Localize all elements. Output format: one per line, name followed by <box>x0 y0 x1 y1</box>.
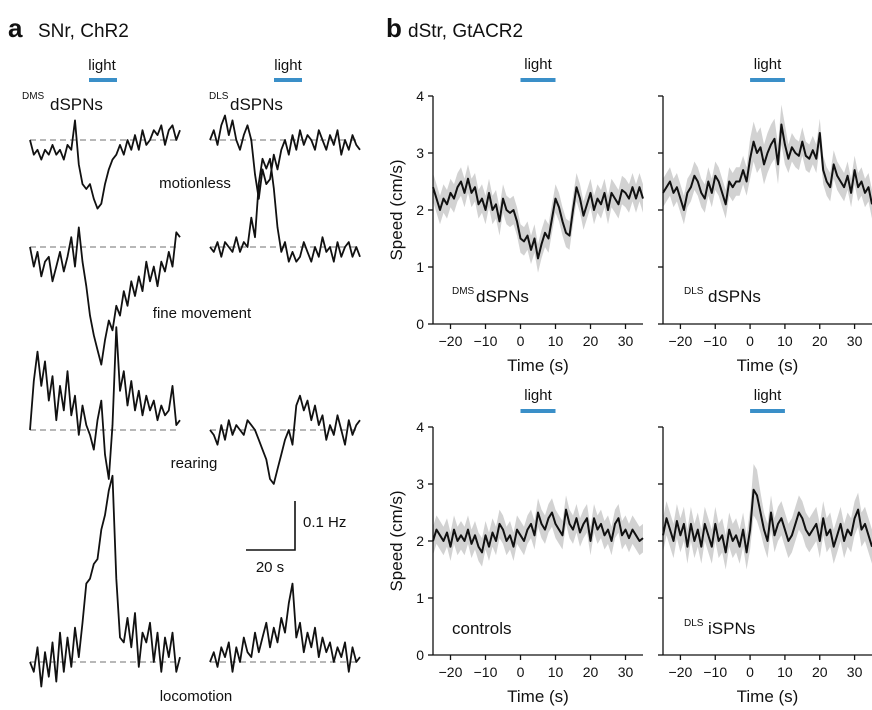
trace-fine-movement-dms-dspns <box>29 226 181 366</box>
sem-band <box>433 164 643 273</box>
panel-a-letter: a <box>8 13 23 43</box>
trace-locomotion-dls-dspns <box>209 582 361 673</box>
y-tick-label: 3 <box>416 145 424 161</box>
x-tick-label: 20 <box>812 333 828 349</box>
x-tick-label: 0 <box>746 664 754 680</box>
trace-rearing-dls-dspns <box>209 394 361 485</box>
panel-b-title: dStr, GtACR2 <box>408 21 523 42</box>
x-tick-label: −10 <box>703 664 727 680</box>
mean-speed-line <box>432 177 644 260</box>
y-tick-label: 1 <box>416 590 424 606</box>
light-label: light <box>524 387 552 404</box>
y-axis-label: Speed (cm/s) <box>387 490 406 591</box>
behavior-label-rearing: rearing <box>171 455 218 472</box>
sem-band <box>663 104 872 225</box>
x-tick-label: 10 <box>548 664 564 680</box>
x-tick-label: 20 <box>583 333 599 349</box>
x-tick-label: 10 <box>548 333 564 349</box>
x-tick-label: 10 <box>777 333 793 349</box>
subplot-3: light 0 1 2 3 4 −20 −10 0 10 20 30 Time (s) Speed (cm… <box>387 387 644 706</box>
trace-rearing-dms-dspns <box>29 326 181 480</box>
behavior-label-motionless: motionless <box>159 175 231 192</box>
x-tick-label: 30 <box>847 664 863 680</box>
light-label: light <box>754 387 782 404</box>
x-tick-label: 30 <box>618 664 634 680</box>
x-tick-label: 20 <box>583 664 599 680</box>
light-label: light <box>524 56 552 73</box>
x-tick-label: 0 <box>517 664 525 680</box>
behavior-label-fine-movement: fine movement <box>153 305 252 322</box>
scale-bar-x-label: 20 s <box>256 559 284 576</box>
mean-speed-line <box>432 508 644 554</box>
y-tick-label: 1 <box>416 259 424 275</box>
x-axis-label: Time (s) <box>507 687 569 706</box>
x-axis-label: Time (s) <box>507 356 569 375</box>
x-tick-label: 30 <box>618 333 634 349</box>
panel-a-light-marker-dms: light <box>88 57 117 82</box>
y-tick-label: 0 <box>416 647 424 663</box>
x-tick-label: −10 <box>474 333 498 349</box>
sem-band <box>663 464 872 570</box>
x-tick-label: 0 <box>517 333 525 349</box>
x-tick-label: −20 <box>669 664 693 680</box>
y-axis-label: Speed (cm/s) <box>387 159 406 260</box>
scale-bar-lines <box>246 501 296 551</box>
trace-motionless-dls-dspns <box>209 114 361 200</box>
x-tick-label: −20 <box>439 664 463 680</box>
subplot-1: light 0 1 2 3 4 −20 −10 0 10 20 30 Time (s) Speed (cm… <box>387 56 644 375</box>
y-tick-label: 2 <box>416 533 424 549</box>
x-tick-label: 20 <box>812 664 828 680</box>
panel-a-title: SNr, ChR2 <box>38 21 129 42</box>
header-name: dSPNs <box>50 95 103 114</box>
subplot-label-prefix: DLS <box>684 286 704 297</box>
y-tick-label: 4 <box>416 419 424 435</box>
sem-band <box>433 495 643 567</box>
x-tick-label: −10 <box>703 333 727 349</box>
x-tick-label: −20 <box>669 333 693 349</box>
subplot-4: light −20 −10 0 10 20 30 Time (s) DLS iSPNs <box>658 387 872 706</box>
y-tick-label: 0 <box>416 316 424 332</box>
trace-motionless-dms-dspns <box>29 119 181 210</box>
y-tick-label: 2 <box>416 202 424 218</box>
panel-a-light-marker-dls: light <box>274 57 303 82</box>
behavior-label-locomotion: locomotion <box>160 688 233 705</box>
y-tick-label: 4 <box>416 88 424 104</box>
x-axis-label: Time (s) <box>737 687 799 706</box>
subplot-2: light −20 −10 0 10 20 30 Time (s) DLS dSPNs <box>658 56 872 375</box>
mean-speed-line <box>662 488 872 554</box>
panel-a-traces <box>29 114 361 688</box>
scale-bar: 0.1 Hz 20 s <box>246 501 346 576</box>
header-prefix: DMS <box>22 91 45 102</box>
light-label: light <box>754 56 782 73</box>
y-tick-label: 3 <box>416 476 424 492</box>
x-tick-label: −20 <box>439 333 463 349</box>
panel-a-column-header-dms: DMS dSPNs <box>22 91 103 114</box>
header-name: dSPNs <box>230 95 283 114</box>
x-tick-label: 30 <box>847 333 863 349</box>
mean-speed-line <box>662 123 872 211</box>
subplot-label-prefix: DLS <box>684 618 704 629</box>
subplot-label: controls <box>452 619 512 638</box>
trace-fine-movement-dls-dspns <box>209 157 361 263</box>
header-prefix: DLS <box>209 91 229 102</box>
subplot-label: dSPNs <box>708 287 761 306</box>
light-label: light <box>88 57 116 74</box>
subplot-label: dSPNs <box>476 287 529 306</box>
trace-locomotion-dms-dspns <box>29 474 181 688</box>
panel-a-column-header-dls: DLS dSPNs <box>209 91 283 114</box>
subplot-label-prefix: DMS <box>452 286 475 297</box>
x-tick-label: 0 <box>746 333 754 349</box>
subplot-label: iSPNs <box>708 619 755 638</box>
x-tick-label: −10 <box>474 664 498 680</box>
x-axis-label: Time (s) <box>737 356 799 375</box>
panel-b-letter: b <box>386 13 402 43</box>
scale-bar-y-label: 0.1 Hz <box>303 514 346 531</box>
light-label: light <box>274 57 302 74</box>
x-tick-label: 10 <box>777 664 793 680</box>
